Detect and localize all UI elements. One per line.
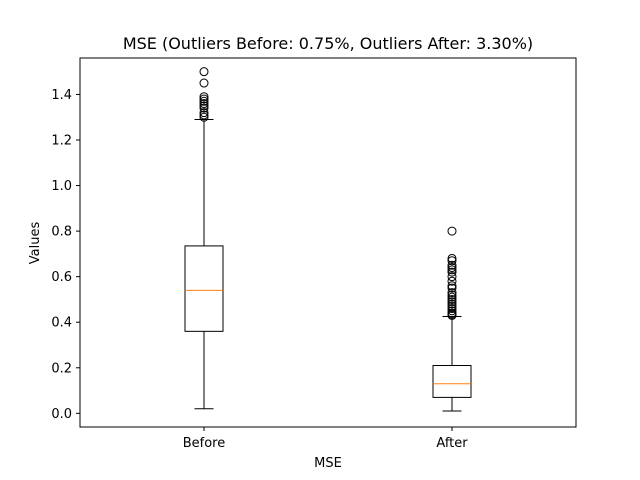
plot-area: [184, 67, 472, 412]
outlier-point: [199, 108, 209, 118]
y-tick-label: 0.2: [51, 361, 72, 376]
outlier-point: [199, 96, 209, 106]
outlier-point: [199, 92, 209, 102]
outlier-point: [447, 276, 457, 286]
y-tick-label: 1.2: [51, 134, 72, 149]
outlier-point: [447, 297, 457, 307]
outlier-point: [447, 256, 457, 266]
outlier-point: [447, 283, 457, 293]
axes: 0.0 0.2 0.4 0.6 0.8 1.0 1.2 1.4 Before After: [51, 57, 577, 451]
outlier-point: [447, 299, 457, 309]
outlier-point: [447, 260, 457, 270]
x-tick-label: After: [436, 436, 468, 451]
outlier-point: [447, 272, 457, 282]
outlier-point: [447, 253, 457, 263]
x-tick-label: Before: [183, 436, 226, 451]
box-group: [184, 67, 224, 410]
outlier-point: [199, 101, 209, 111]
y-tick-label: 0.4: [51, 316, 72, 331]
outlier-point: [199, 99, 209, 109]
outlier-point: [447, 304, 457, 314]
outlier-point: [199, 112, 209, 122]
outlier-point: [199, 94, 209, 104]
y-tick-label: 1.4: [51, 88, 72, 103]
outlier-point: [447, 290, 457, 300]
box-group: [432, 226, 472, 412]
outlier-point: [199, 110, 209, 120]
outlier-point: [447, 294, 457, 304]
outlier-point: [447, 288, 457, 298]
y-tick-label: 0.8: [51, 225, 72, 240]
box-iqr: [184, 245, 224, 332]
outlier-point: [199, 67, 209, 77]
outlier-point: [447, 267, 457, 277]
y-tick-label: 0.6: [51, 270, 72, 285]
outlier-point: [447, 263, 457, 273]
x-axis-label: MSE: [314, 456, 342, 471]
outlier-point: [447, 281, 457, 291]
outlier-point: [447, 292, 457, 302]
outlier-point: [447, 301, 457, 311]
y-axis-label: Values: [28, 222, 43, 265]
outlier-point: [447, 306, 457, 316]
y-tick-label: 0.0: [51, 407, 72, 422]
plot-frame: [79, 57, 577, 428]
y-tick-label: 1.0: [51, 179, 72, 194]
chart-title: MSE (Outliers Before: 0.75%, Outliers Af…: [123, 34, 533, 53]
outlier-point: [447, 265, 457, 275]
outlier-point: [447, 308, 457, 318]
outlier-point: [199, 103, 209, 113]
outlier-point: [199, 78, 209, 88]
outlier-point: [447, 226, 457, 236]
box-iqr: [432, 365, 472, 398]
